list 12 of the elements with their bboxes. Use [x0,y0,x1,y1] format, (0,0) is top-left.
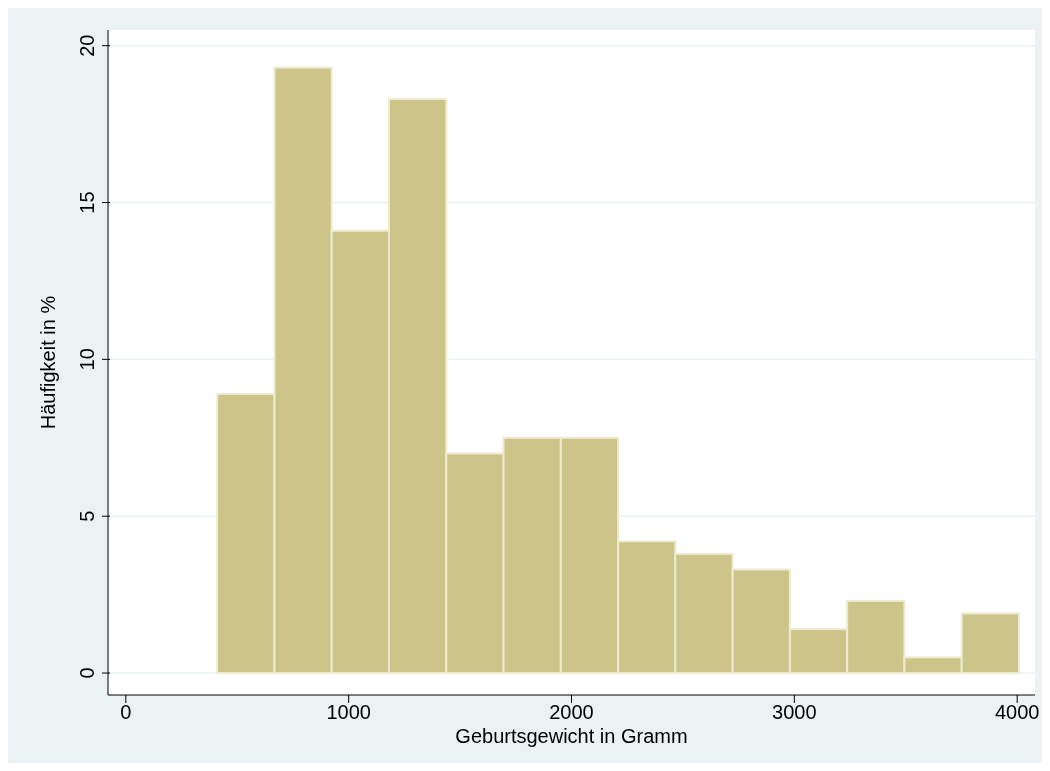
y-tick-label: 20 [76,34,98,57]
y-tick-label: 15 [76,191,98,214]
y-axis-title: Häufigkeit in % [37,295,60,430]
x-axis-title: Geburtsgewicht in Gramm [455,725,688,747]
x-tick-label: 3000 [772,701,817,724]
x-tick-label: 4000 [994,701,1040,724]
x-tick-label: 1000 [326,701,371,724]
y-tick-label: 5 [76,510,98,522]
x-tick-label: 0 [120,701,132,724]
x-tick-label: 2000 [549,701,594,724]
y-tick-label: 0 [76,667,98,679]
y-tick-label: 10 [76,348,98,371]
